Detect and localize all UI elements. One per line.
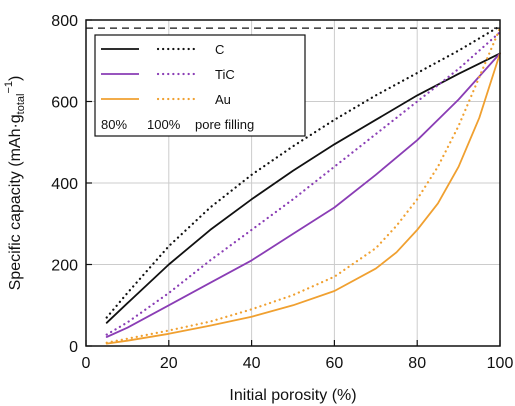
y-tick-label-600: 600	[51, 95, 78, 112]
legend: C TiC Au 80% 100% pore filling	[94, 34, 306, 137]
y-axis-title-subscript: total	[15, 94, 27, 115]
series-line-1	[105, 25, 502, 319]
legend-label-0: C	[215, 42, 224, 57]
series-line-2	[105, 52, 501, 338]
series-line-0	[105, 52, 501, 324]
x-tick-label-80: 80	[408, 355, 426, 372]
y-axis-title: Specific capacity (mAh·gtotal−1)	[3, 76, 27, 291]
x-tick-label-20: 20	[160, 355, 178, 372]
legend-box	[94, 34, 306, 137]
legend-footer-pore-filling: pore filling	[195, 117, 254, 132]
series-line-3	[105, 31, 502, 336]
legend-label-1: TiC	[215, 67, 235, 82]
x-tick-label-40: 40	[243, 355, 261, 372]
y-axis-title-superscript: −1	[3, 81, 15, 94]
legend-footer-80: 80%	[101, 117, 127, 132]
y-tick-label-200: 200	[51, 258, 78, 275]
series-line-5	[105, 27, 502, 344]
x-tick-labels: 0 20 40 60 80 100	[82, 355, 514, 372]
y-tick-label-800: 800	[51, 13, 78, 30]
tick-marks	[85, 19, 501, 347]
y-tick-labels: 0 200 400 600 800	[51, 13, 78, 356]
y-tick-label-400: 400	[51, 176, 78, 193]
x-tick-label-0: 0	[82, 355, 91, 372]
y-tick-label-0: 0	[69, 339, 78, 356]
x-tick-label-60: 60	[326, 355, 344, 372]
series-lines	[105, 25, 502, 345]
legend-label-2: Au	[215, 92, 231, 107]
legend-footer-100: 100%	[147, 117, 181, 132]
x-axis-title: Initial porosity (%)	[229, 387, 356, 404]
legend-entries: C TiC Au	[101, 42, 235, 107]
x-tick-label-100: 100	[487, 355, 514, 372]
y-axis-title-main: Specific capacity (mAh·g	[7, 114, 24, 290]
y-axis-title-close: )	[7, 76, 24, 81]
series-line-4	[105, 52, 501, 345]
